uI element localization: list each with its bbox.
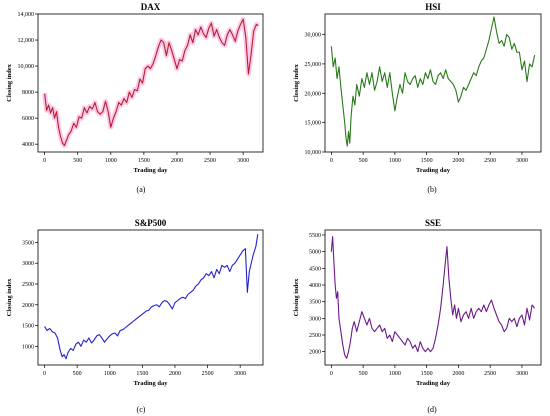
y-tick-label: 25,000 xyxy=(305,62,322,68)
x-tick-label: 500 xyxy=(359,371,368,377)
x-tick-label: 1000 xyxy=(104,371,116,377)
y-tick-label: 3000 xyxy=(22,261,34,267)
x-axis-label: Trading day xyxy=(133,380,168,387)
y-tick-label: 1000 xyxy=(22,344,34,350)
series-line-sp500 xyxy=(44,234,259,360)
chart-title: DAX xyxy=(141,2,161,12)
x-tick-label: 2500 xyxy=(204,158,216,164)
x-tick-label: 500 xyxy=(73,371,82,377)
y-tick-label: 1500 xyxy=(22,324,34,330)
x-tick-label: 1500 xyxy=(136,371,148,377)
chart-sse: 0 500 1000 1500 2000 2500 3000 2000 2500 3000 3500… xyxy=(293,218,542,414)
x-tick-label: 1000 xyxy=(105,158,117,164)
x-tick-label: 2000 xyxy=(452,371,464,377)
x-tick-label: 3000 xyxy=(516,158,528,164)
y-tick-label: 5000 xyxy=(309,250,321,256)
x-tick-label: 3000 xyxy=(516,371,528,377)
y-tick-label: 4500 xyxy=(309,266,321,272)
x-axis-label: Trading day xyxy=(416,380,451,387)
y-tick-label: 10,000 xyxy=(305,150,322,156)
x-tick-label: 2500 xyxy=(484,158,496,164)
x-tick-label: 500 xyxy=(73,158,82,164)
y-tick-label: 2000 xyxy=(309,350,321,356)
x-tick-label: 2000 xyxy=(171,158,183,164)
y-tick-label: 3000 xyxy=(309,316,321,322)
plot-frame xyxy=(324,229,542,366)
x-axis-label: Trading day xyxy=(416,167,451,174)
y-tick-label: 10,000 xyxy=(18,64,35,70)
y-tick-label: 2000 xyxy=(22,303,34,309)
panel-caption: (a) xyxy=(137,185,146,194)
y-tick-label: 12,000 xyxy=(18,38,35,44)
panel-caption: (d) xyxy=(427,405,437,414)
y-tick-label: 5500 xyxy=(309,233,321,239)
x-axis-label: Trading day xyxy=(133,167,168,174)
plot-frame xyxy=(37,13,264,153)
x-tick-label: 1000 xyxy=(389,158,401,164)
y-tick-label: 2500 xyxy=(22,282,34,288)
chart-title: HSI xyxy=(425,2,441,12)
x-tick-label: 1500 xyxy=(421,371,433,377)
y-tick-label: 4000 xyxy=(309,283,321,289)
chart-hsi: 0 500 1000 1500 2000 2500 3000 10,000 15,000 20,0… xyxy=(293,2,542,194)
x-tick-label: 3000 xyxy=(237,158,249,164)
x-tick-label: 0 xyxy=(330,158,333,164)
x-tick-label: 2000 xyxy=(452,158,464,164)
y-tick-label: 3500 xyxy=(309,300,321,306)
x-tick-label: 0 xyxy=(43,371,46,377)
y-tick-label: 8000 xyxy=(22,90,34,96)
y-axis-label: Closing index xyxy=(6,63,13,101)
y-tick-label: 15,000 xyxy=(305,121,322,127)
y-tick-label: 6000 xyxy=(22,116,34,122)
chart-dax: 0 500 1000 1500 2000 2500 3000 4000 6000 8000 10,0… xyxy=(6,2,264,194)
x-tick-label: 500 xyxy=(359,158,368,164)
x-tick-label: 0 xyxy=(43,158,46,164)
chart-title: SSE xyxy=(425,218,441,228)
y-axis-label: Closing index xyxy=(293,63,300,101)
y-axis-label: Closing index xyxy=(6,278,13,316)
plot-frame xyxy=(37,229,264,366)
x-tick-label: 3000 xyxy=(234,371,246,377)
chart-sp500: 0 500 1000 1500 2000 2500 3000 1000 1500 2000 2500… xyxy=(6,218,264,414)
y-tick-label: 4000 xyxy=(22,142,34,148)
y-tick-label: 20,000 xyxy=(305,91,322,97)
series-line-hsi xyxy=(330,16,536,147)
series-line-dax xyxy=(44,18,259,147)
y-tick-label: 14,000 xyxy=(18,12,35,18)
y-tick-label: 2500 xyxy=(309,333,321,339)
x-tick-label: 0 xyxy=(330,371,333,377)
y-axis-label: Closing index xyxy=(293,278,300,316)
x-tick-label: 2000 xyxy=(169,371,181,377)
plot-frame xyxy=(324,13,542,153)
x-tick-label: 1000 xyxy=(389,371,401,377)
x-tick-label: 1500 xyxy=(421,158,433,164)
x-tick-label: 2500 xyxy=(484,371,496,377)
x-tick-label: 1500 xyxy=(138,158,150,164)
y-tick-label: 30,000 xyxy=(305,33,322,39)
x-tick-label: 2500 xyxy=(202,371,214,377)
panel-caption: (c) xyxy=(137,405,146,414)
series-line-sse xyxy=(330,236,536,359)
chart-title: S&P500 xyxy=(135,218,167,228)
y-tick-label: 3500 xyxy=(22,240,34,246)
panel-caption: (b) xyxy=(427,185,437,194)
